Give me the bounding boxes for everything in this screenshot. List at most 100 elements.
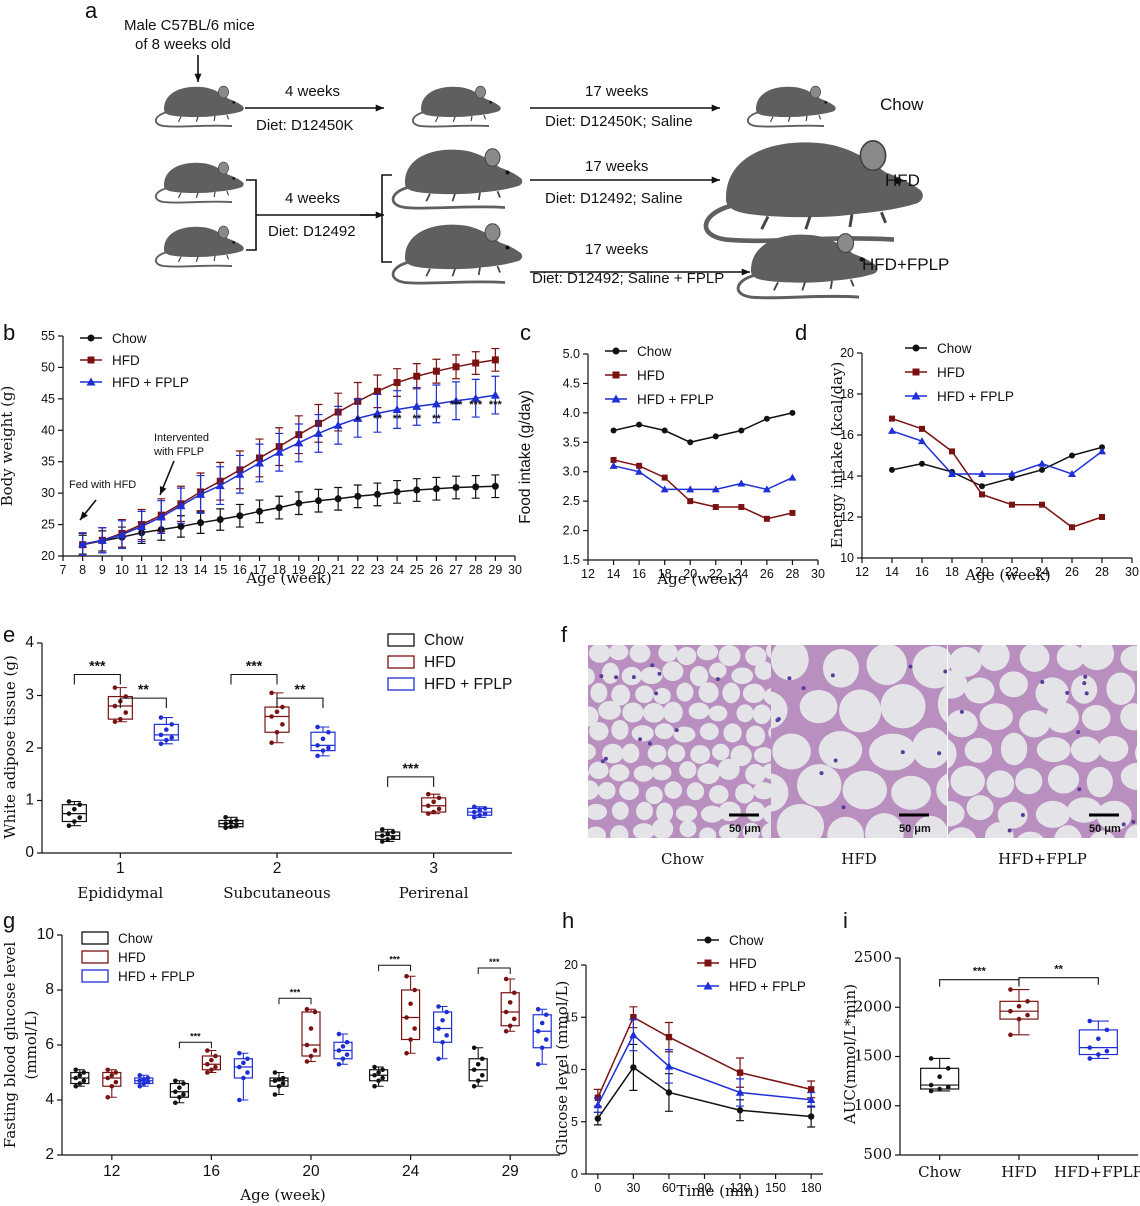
nucleus <box>603 756 608 761</box>
box-dot <box>169 735 175 740</box>
adipocyte <box>908 602 953 635</box>
c-xlabel: Age (week) <box>656 570 742 588</box>
y-tick-label: 20 <box>41 549 55 563</box>
e-sig-bracket <box>230 673 278 685</box>
box-body <box>401 989 421 1041</box>
y-tick-label: 4.0 <box>563 406 580 420</box>
box-dot <box>376 1070 381 1075</box>
legend-label: HFD + FPLP <box>424 676 512 693</box>
box-dot <box>173 1100 178 1106</box>
adipocyte <box>570 804 588 824</box>
data-point <box>491 356 499 364</box>
data-point <box>1068 469 1076 477</box>
box-dot <box>237 1064 242 1070</box>
box-HFD <box>301 1006 321 1064</box>
data-point <box>413 486 421 494</box>
mouse-hfd-mid2 <box>391 223 523 285</box>
nucleus <box>1007 828 1012 833</box>
adipocyte <box>718 801 741 822</box>
y-tick-label: 25 <box>41 518 55 532</box>
box-dot <box>315 743 320 748</box>
b-annot-2b: with FPLP <box>153 446 204 458</box>
data-point <box>711 485 720 493</box>
arrow-hfd-17w <box>530 176 720 184</box>
e-sig-bracket <box>119 697 167 709</box>
i-sig-text: *** <box>973 966 987 978</box>
box-dot <box>137 1078 143 1084</box>
legend-label: HFD <box>729 956 757 971</box>
adipocyte <box>742 822 761 838</box>
data-point <box>665 1089 673 1096</box>
b-sig: * <box>356 415 361 427</box>
data-point <box>736 1069 744 1076</box>
label-4weeks-chow: 4 weeks <box>285 83 340 100</box>
box-HFD <box>500 976 520 1034</box>
mouse-eye <box>232 240 236 244</box>
legend-marker <box>912 368 920 376</box>
mouse-hfd-mid1 <box>391 148 523 210</box>
adipocyte <box>949 646 982 677</box>
adipocyte <box>787 623 804 644</box>
adipocyte <box>1056 645 1085 671</box>
data-point <box>372 408 382 417</box>
data-point <box>491 482 499 490</box>
box-dot <box>1016 1003 1022 1009</box>
box-whisker <box>106 1069 117 1098</box>
data-point <box>635 467 644 475</box>
adipocyte <box>1019 645 1050 672</box>
data-point <box>215 481 225 490</box>
x-tick-label: 18 <box>272 563 286 577</box>
x-tick-label: 24 <box>402 1163 420 1180</box>
series-line <box>613 412 793 444</box>
y-tick-label: 20 <box>840 346 854 360</box>
x-tick-label: 22 <box>709 567 723 581</box>
nucleus <box>833 758 838 763</box>
box-whisker <box>437 1005 448 1060</box>
box-dot <box>1087 1056 1093 1061</box>
box-dot <box>543 1012 549 1018</box>
legend-label: HFD <box>937 365 965 380</box>
scale-label: 50 μm <box>1089 823 1121 835</box>
x-tick-label: 26 <box>1065 565 1079 579</box>
box-dot <box>444 1033 449 1038</box>
nucleus <box>1083 674 1088 679</box>
adipocyte <box>1070 736 1101 763</box>
legend-marker <box>912 344 920 352</box>
x-tick-label: 13 <box>174 563 188 577</box>
c-ylabel: Food intake (g/day) <box>517 390 534 524</box>
adipocyte <box>971 855 998 883</box>
b-sig: ** <box>432 413 441 425</box>
adipocyte <box>675 805 698 822</box>
adipocyte <box>699 827 717 838</box>
box-HFD <box>102 1067 122 1100</box>
label-diet-hfd: Diet: D12492 <box>268 223 356 240</box>
box-dot <box>72 819 77 824</box>
box-dot <box>471 815 477 820</box>
mouse-body <box>164 162 244 194</box>
box-body <box>310 731 336 752</box>
x-tick-label: 12 <box>154 563 168 577</box>
box-dot <box>223 825 228 831</box>
data-point <box>471 393 481 402</box>
y-tick-label: 18 <box>840 387 854 401</box>
box-dot <box>269 690 274 696</box>
nucleus <box>715 677 720 682</box>
box-dot <box>344 1052 350 1057</box>
adipocyte <box>656 623 676 641</box>
box-dot <box>336 1031 342 1037</box>
chart-c: 1.5 2.0 2.5 3.0 3.5 4.0 4.5 5.0 12 14 16 18 20 22 24 26… <box>517 344 825 588</box>
adipocyte <box>948 670 968 699</box>
adipocyte <box>994 645 1003 646</box>
box-dot <box>404 973 409 979</box>
nucleus <box>1065 690 1070 695</box>
adipocyte <box>891 775 932 810</box>
box-dot <box>308 1026 314 1031</box>
nucleus <box>900 750 905 755</box>
legend-label: HFD + FPLP <box>729 979 806 994</box>
b-sig: *** <box>489 399 503 411</box>
adipocyte <box>568 626 586 643</box>
adipocyte <box>722 682 740 704</box>
series-line <box>597 1016 812 1099</box>
b-ylabel: Body weight (g) <box>0 386 16 507</box>
adipocyte <box>1120 762 1137 791</box>
